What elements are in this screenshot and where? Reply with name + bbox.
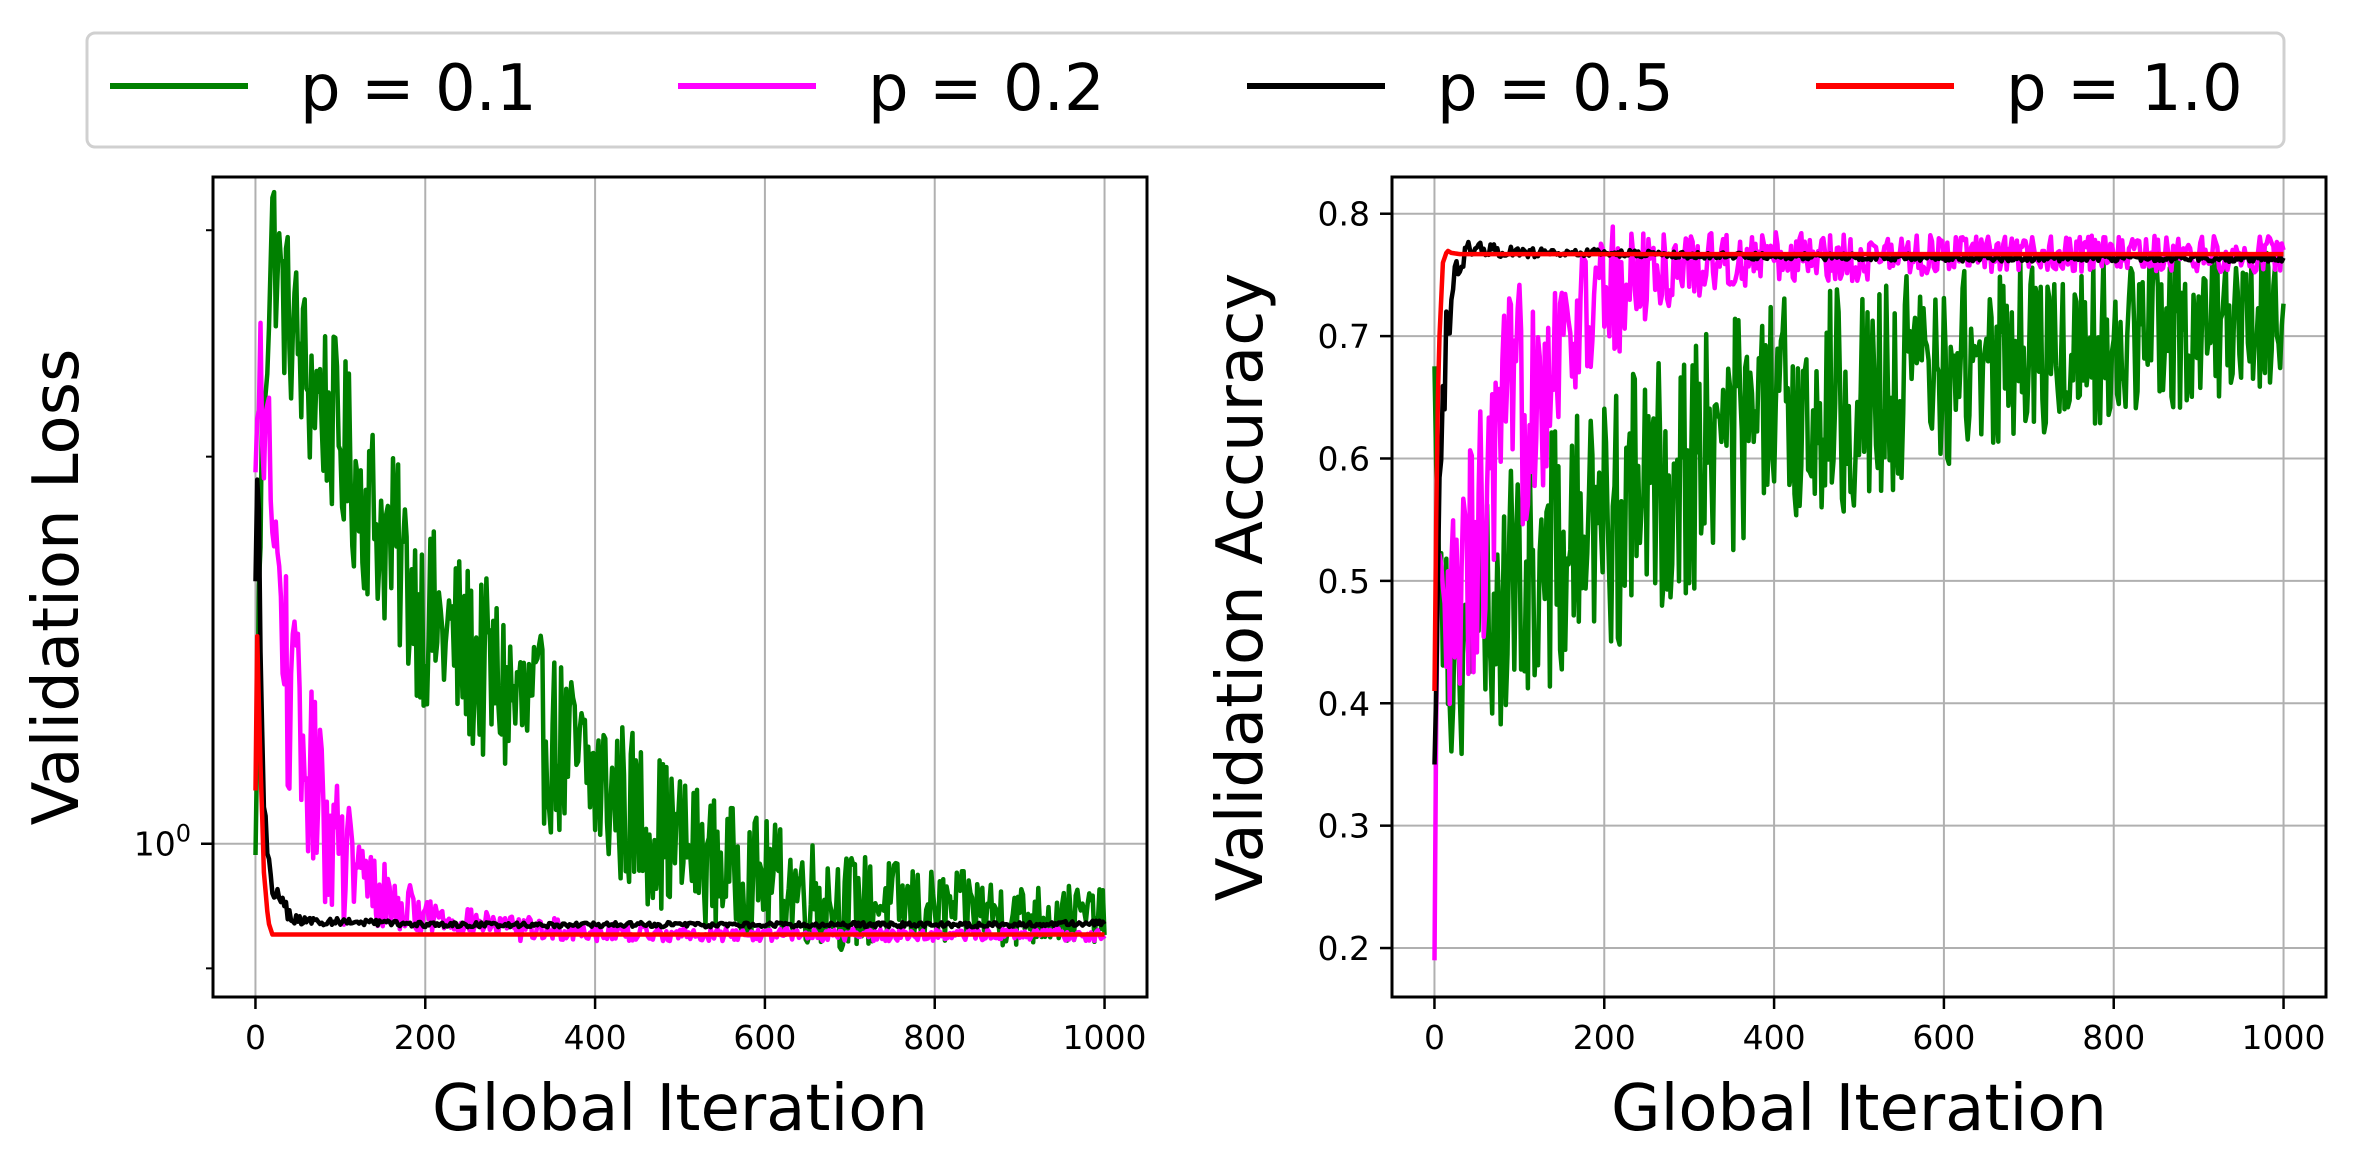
accuracy-series-group — [1432, 224, 2286, 961]
legend-label-2: p = 0.2 — [868, 52, 1105, 126]
accuracy-x-tick-label: 0 — [1424, 1018, 1445, 1057]
accuracy-y-tick-label: 0.8 — [1318, 195, 1370, 234]
accuracy-chart: 0 200 400 600 800 1000 0.2 0.3 0.4 0.5 0.6 0.7 0.8 G… — [1204, 175, 2328, 1146]
accuracy-y-tick-label: 0.6 — [1318, 439, 1370, 478]
loss-y-tick-label: 100 — [134, 820, 191, 864]
accuracy-ticks: 0 200 400 600 800 1000 0.2 0.3 0.4 0.5 0.6 0.7 0.8 — [1318, 195, 2326, 1057]
legend-label-3: p = 0.5 — [1437, 52, 1674, 126]
loss-series-p-0-5 — [253, 477, 1107, 930]
loss-chart: 0 200 400 600 800 1000 100 Global Iteration Va… — [20, 175, 1149, 1146]
accuracy-y-axis-title: Validation Accuracy — [1204, 273, 1278, 902]
legend-label-4: p = 1.0 — [2006, 52, 2243, 126]
loss-x-tick-label: 0 — [245, 1018, 266, 1057]
legend-box — [85, 31, 2286, 149]
accuracy-x-axis-title: Global Iteration — [1611, 1072, 2107, 1146]
accuracy-series-p-0-5 — [1432, 239, 2286, 765]
accuracy-y-tick-label: 0.3 — [1318, 807, 1370, 846]
loss-x-axis-title: Global Iteration — [432, 1072, 928, 1146]
accuracy-axes-frame — [1390, 175, 2328, 999]
loss-series-p-1-0 — [253, 633, 1106, 937]
accuracy-x-tick-label: 800 — [2082, 1018, 2145, 1057]
loss-x-tick-label: 800 — [903, 1018, 966, 1057]
loss-series-group — [253, 189, 1107, 953]
loss-axes-frame — [211, 175, 1149, 999]
accuracy-x-tick-label: 200 — [1573, 1018, 1636, 1057]
accuracy-series-p-0-1 — [1432, 249, 2286, 757]
accuracy-y-tick-label: 0.2 — [1318, 929, 1370, 968]
loss-x-tick-label: 1000 — [1063, 1018, 1147, 1057]
loss-ticks: 0 200 400 600 800 1000 100 — [134, 229, 1147, 1057]
loss-x-tick-label: 200 — [394, 1018, 457, 1057]
legend: p = 0.1 p = 0.2 p = 0.5 p = 1.0 — [85, 31, 2286, 149]
accuracy-x-tick-label: 400 — [1743, 1018, 1806, 1057]
accuracy-series-p-0-2 — [1432, 224, 2286, 961]
accuracy-y-tick-label: 0.7 — [1318, 317, 1370, 356]
accuracy-x-tick-label: 1000 — [2242, 1018, 2326, 1057]
accuracy-x-tick-label: 600 — [1912, 1018, 1975, 1057]
accuracy-series-p-1-0 — [1432, 248, 2285, 692]
accuracy-y-tick-label: 0.4 — [1318, 684, 1370, 723]
loss-x-tick-label: 400 — [564, 1018, 627, 1057]
loss-x-tick-label: 600 — [733, 1018, 796, 1057]
loss-y-axis-title: Validation Loss — [20, 349, 94, 826]
accuracy-y-tick-label: 0.5 — [1318, 562, 1370, 601]
legend-label-1: p = 0.1 — [300, 52, 537, 126]
loss-series-p-0-1 — [253, 189, 1107, 953]
